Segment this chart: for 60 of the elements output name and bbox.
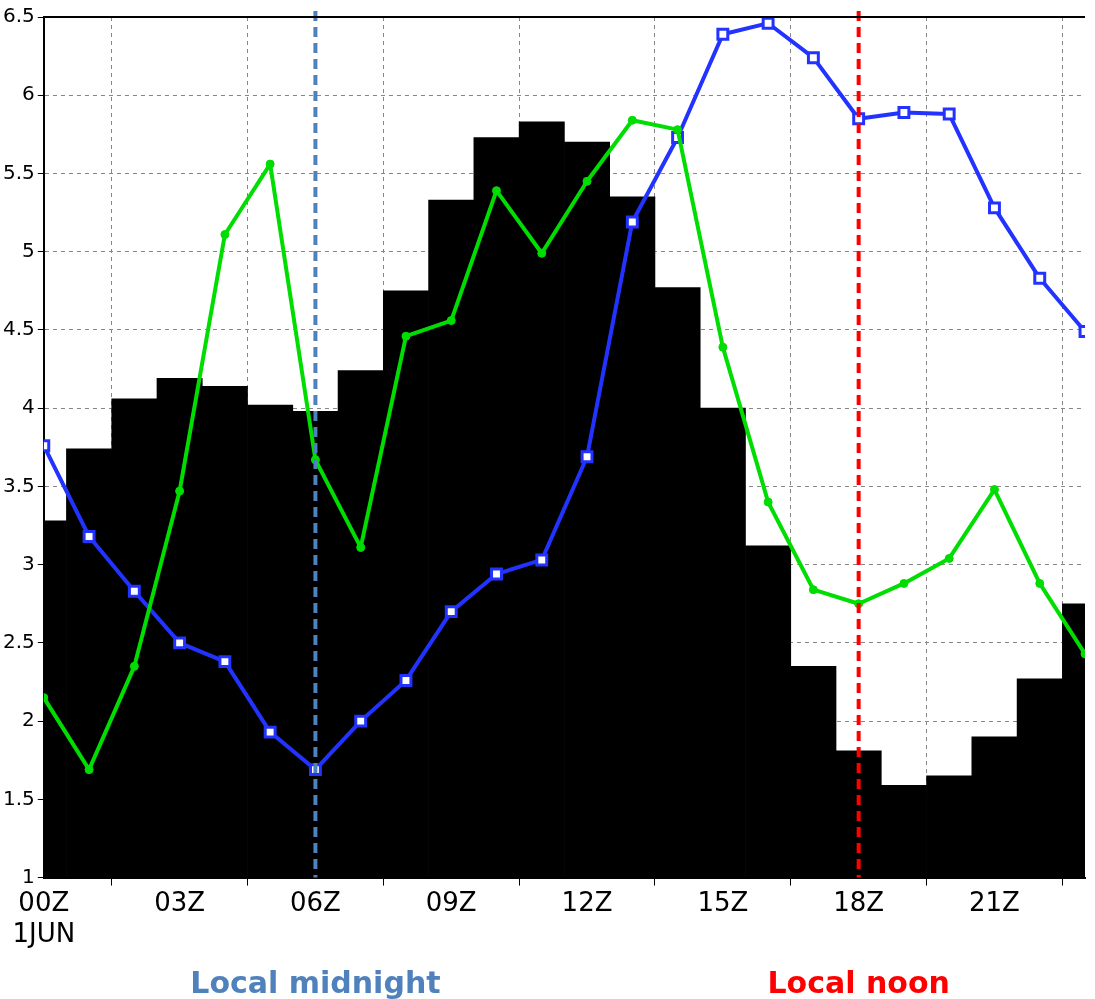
point	[625, 215, 639, 229]
point	[82, 530, 96, 543]
point	[173, 636, 187, 650]
y-tick-label: 6.5	[2, 3, 35, 28]
x-tick-label: 00Z 1JUN	[12, 886, 76, 949]
point	[444, 605, 458, 619]
point	[401, 331, 411, 341]
point	[716, 27, 730, 41]
y-tick-label: 2.5	[2, 629, 35, 654]
x-tick-label: 09Z	[425, 886, 477, 917]
x-tick-label: 21Z	[969, 886, 1020, 917]
x-tick-label: 03Z	[154, 886, 206, 917]
y-tick-label: 1.5	[2, 785, 35, 810]
y-tick-label: 5.5	[2, 159, 35, 184]
point	[399, 674, 413, 687]
y-tick-label: 3	[22, 550, 35, 575]
point	[899, 578, 909, 588]
x-tick-label: 12Z	[561, 886, 613, 917]
point	[84, 765, 94, 775]
point	[582, 176, 592, 186]
point	[763, 497, 773, 507]
point	[354, 714, 368, 728]
point	[263, 725, 277, 739]
y-tick-label: 4	[22, 394, 35, 419]
y-tick-label: 3.5	[2, 472, 35, 497]
point	[175, 486, 185, 496]
ref-line-label: Local noon	[767, 965, 950, 999]
y-tick-label: 6	[22, 81, 35, 106]
point	[356, 542, 366, 552]
y-tick-label: 4.5	[2, 316, 35, 341]
point	[490, 567, 503, 581]
x-tick-label: 15Z	[697, 886, 749, 917]
point	[761, 17, 775, 30]
point	[989, 485, 999, 495]
point	[806, 51, 820, 65]
x-tick-label: 06Z	[289, 886, 341, 917]
point	[673, 125, 683, 135]
y-tick-label: 2	[22, 707, 35, 732]
point	[897, 106, 911, 119]
point	[220, 230, 230, 239]
point	[580, 450, 594, 464]
point	[944, 553, 954, 563]
point	[718, 342, 728, 352]
y-tick-label: 5	[22, 237, 35, 262]
point	[537, 248, 547, 258]
point	[1035, 578, 1045, 588]
point	[127, 584, 141, 598]
point	[988, 201, 1001, 215]
point	[265, 159, 275, 169]
point	[627, 115, 637, 125]
point	[129, 661, 139, 671]
x-tick-label: 18Z	[833, 886, 885, 917]
point	[218, 655, 232, 669]
ref-line-label: Local midnight	[190, 965, 441, 999]
point	[942, 107, 956, 121]
point	[808, 585, 818, 595]
point	[446, 316, 456, 326]
y-tick-label: 1	[22, 863, 35, 888]
point	[535, 553, 549, 567]
point	[1033, 271, 1047, 285]
